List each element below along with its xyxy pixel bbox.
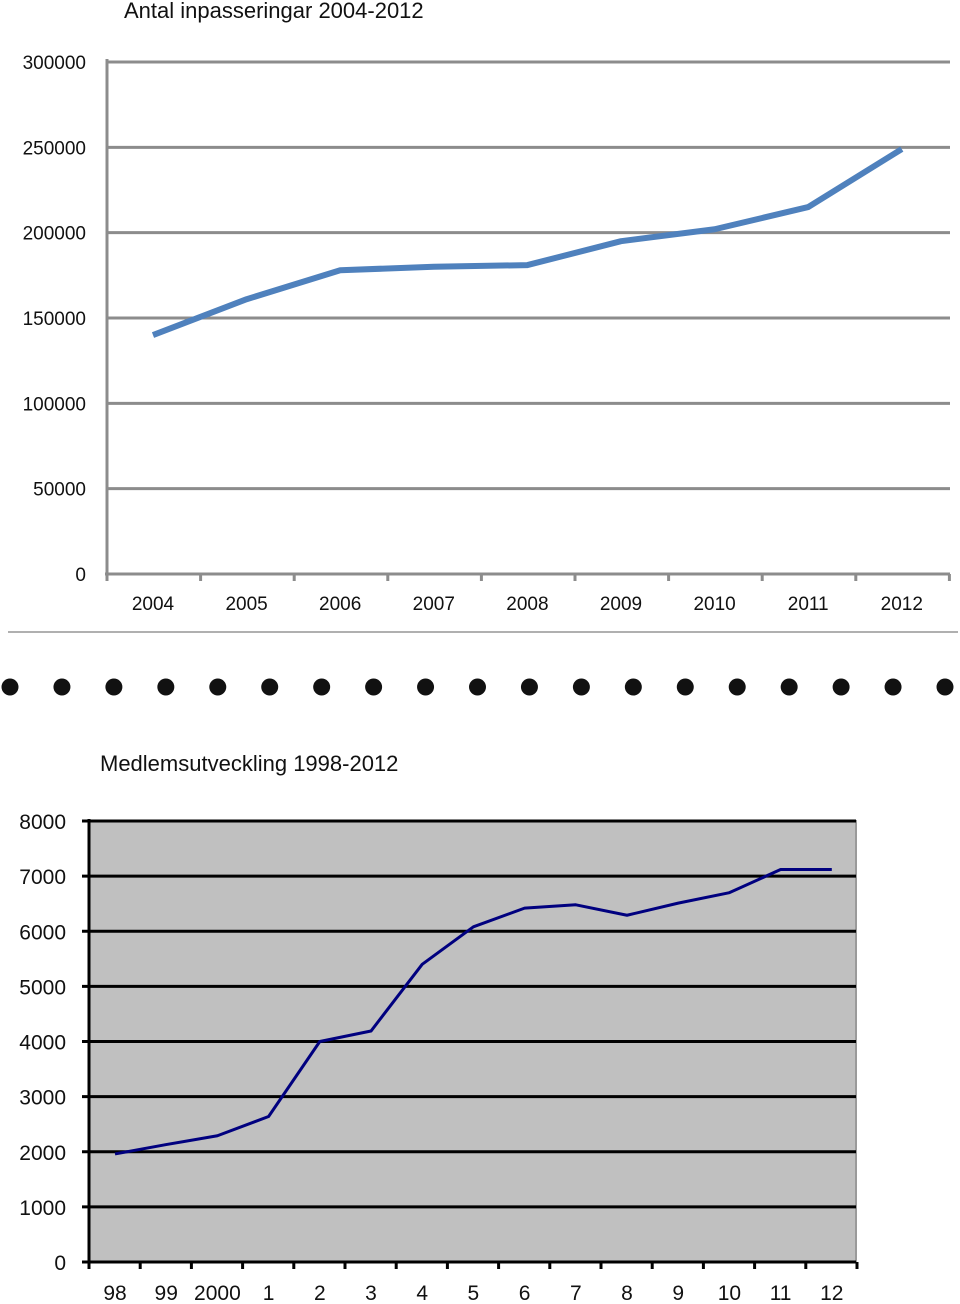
separator-dot <box>53 678 71 696</box>
x-tick-label: 2008 <box>506 594 548 615</box>
grid-lines <box>89 819 856 1209</box>
series-layer <box>114 868 832 1156</box>
x-tick-label: 8 <box>621 1282 633 1304</box>
x-tick-label: 2010 <box>693 594 735 615</box>
separator-dot <box>313 678 331 696</box>
separator-dot <box>417 678 435 696</box>
separator-dot <box>157 678 175 696</box>
y-tick-label: 2000 <box>19 1142 66 1165</box>
chart-medlemsutveckling: Medlemsutveckling 1998-2012 0 1000 2000 300… <box>19 751 859 1304</box>
x-tick-label: 2004 <box>132 594 175 615</box>
y-tick-label: 7000 <box>19 866 66 889</box>
x-tick-label: 2005 <box>225 594 267 615</box>
separator-dot <box>624 678 642 696</box>
separator <box>1 631 958 696</box>
y-tick-label: 3000 <box>19 1087 66 1110</box>
y-tick-label: 1000 <box>19 1197 66 1220</box>
x-tick-label: 7 <box>570 1282 582 1304</box>
separator-dot <box>365 678 383 696</box>
x-tick-label: 2007 <box>413 594 455 615</box>
x-tick-label: 11 <box>770 1282 792 1304</box>
separator-dot <box>728 678 746 696</box>
x-tick-label: 2009 <box>600 594 642 615</box>
y-tick-label: 300000 <box>23 53 86 74</box>
x-tick-label: 2012 <box>881 594 923 615</box>
separator-dots <box>1 678 954 696</box>
separator-dot <box>209 678 227 696</box>
y-tick-label: 0 <box>75 565 86 586</box>
y-tick-label: 5000 <box>19 976 66 999</box>
x-tick-label: 98 <box>103 1282 126 1304</box>
x-tick-label: 5 <box>468 1282 480 1304</box>
y-tick-labels: 0 50000 100000 150000 200000 250000 300000 <box>23 53 86 586</box>
separator-dot <box>572 678 590 696</box>
separator-dot <box>780 678 798 696</box>
x-tick-labels: 98 99 2000 1 2 3 4 5 6 7 8 9 10 11 12 <box>103 1282 843 1304</box>
x-tick-label: 3 <box>365 1282 377 1304</box>
y-tick-label: 150000 <box>23 309 86 330</box>
y-tick-label: 250000 <box>23 138 86 159</box>
chart-inpasseringar: Antal inpasseringar 2004-2012 0 50000 1000… <box>23 0 951 615</box>
x-tick-label: 4 <box>416 1282 428 1304</box>
series-line <box>151 146 904 338</box>
series-layer <box>151 146 904 338</box>
separator-dot <box>884 678 902 696</box>
separator-dot <box>261 678 279 696</box>
x-tick-label: 99 <box>155 1282 178 1304</box>
axes <box>82 819 859 1269</box>
x-tick-label: 9 <box>672 1282 684 1304</box>
y-tick-label: 100000 <box>23 394 86 415</box>
separator-dot <box>1 678 19 696</box>
x-tick-label: 1 <box>263 1282 275 1304</box>
grid-lines <box>107 60 950 491</box>
separator-dot <box>520 678 538 696</box>
x-tick-labels: 2004 2005 2006 2007 2008 2009 2010 2011 2012 <box>132 594 923 615</box>
x-tick-label: 2000 <box>194 1282 241 1304</box>
y-tick-label: 8000 <box>19 811 66 834</box>
y-tick-label: 200000 <box>23 224 86 245</box>
y-tick-label: 0 <box>54 1252 66 1275</box>
x-tick-label: 2011 <box>788 594 829 615</box>
separator-dot <box>676 678 694 696</box>
x-tick-label: 6 <box>519 1282 531 1304</box>
chart-title: Medlemsutveckling 1998-2012 <box>100 751 398 776</box>
x-tick-label: 12 <box>820 1282 843 1304</box>
separator-dot <box>936 678 954 696</box>
x-tick-label: 2006 <box>319 594 361 615</box>
separator-dot <box>469 678 486 696</box>
y-tick-label: 50000 <box>33 480 86 501</box>
y-tick-label: 4000 <box>19 1032 66 1055</box>
y-tick-label: 6000 <box>19 921 66 944</box>
x-tick-label: 10 <box>718 1282 741 1304</box>
chart-title: Antal inpasseringar 2004-2012 <box>124 0 424 23</box>
separator-dot <box>105 678 123 696</box>
x-tick-label: 2 <box>314 1282 326 1304</box>
axes <box>105 59 951 581</box>
y-tick-labels: 0 1000 2000 3000 4000 5000 6000 7000 8000 <box>19 811 66 1275</box>
separator-dot <box>832 678 850 696</box>
